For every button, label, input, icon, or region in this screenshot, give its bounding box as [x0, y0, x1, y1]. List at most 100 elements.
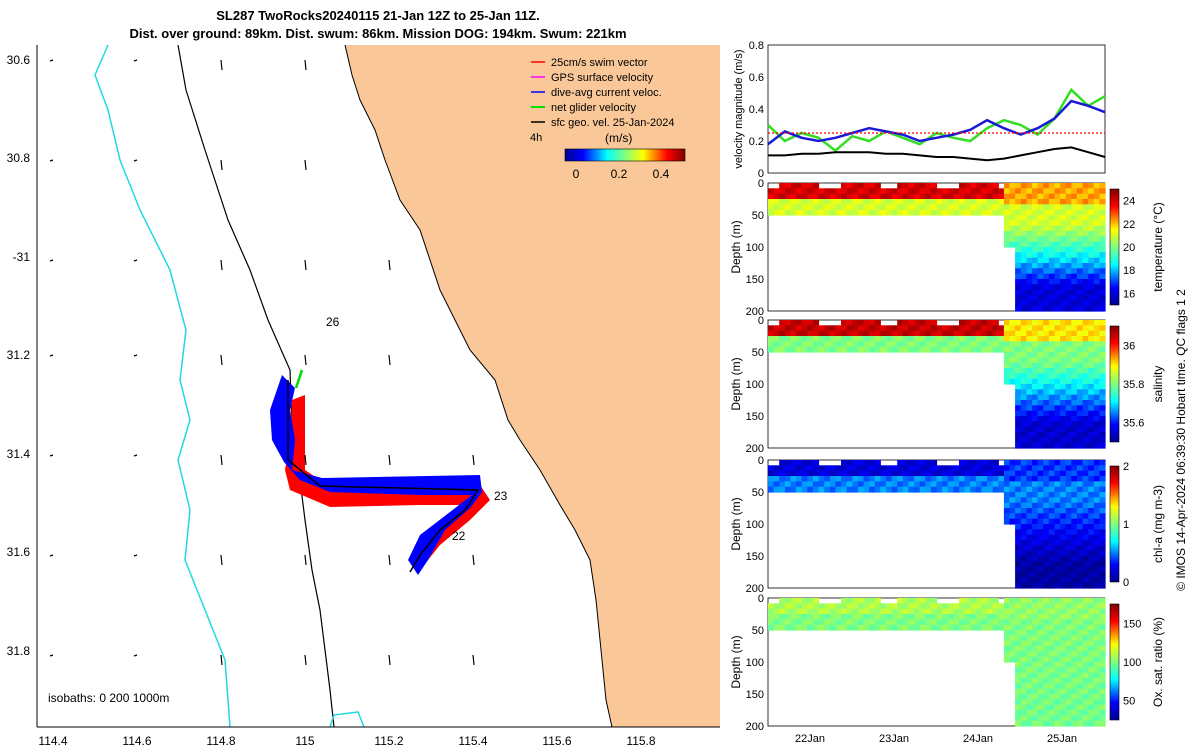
section-cell — [1076, 183, 1084, 189]
section-cell — [863, 336, 870, 342]
section-cell — [1048, 432, 1055, 438]
section-cell — [790, 598, 797, 604]
section-cell — [992, 460, 999, 466]
section-cell — [829, 330, 836, 337]
section-cell — [902, 624, 909, 631]
section-cell — [1088, 651, 1095, 658]
geo-vector-arrow — [304, 654, 307, 666]
section-cell — [1060, 330, 1067, 337]
section-cell — [1020, 710, 1027, 716]
section-cell — [1009, 241, 1016, 248]
section-cell — [1048, 188, 1055, 195]
section-cell — [801, 608, 808, 615]
section-cell — [902, 336, 909, 342]
section-cell — [1054, 603, 1061, 610]
section-cell — [869, 486, 876, 493]
section-cell — [908, 188, 915, 195]
section-cell — [1048, 470, 1055, 477]
section-cell — [1093, 320, 1100, 326]
section-cell — [801, 346, 808, 353]
section-cell — [1037, 688, 1044, 695]
section-cell — [801, 183, 808, 189]
section-cell — [863, 346, 870, 353]
section-cell — [987, 341, 994, 348]
section-cell — [1060, 437, 1067, 444]
section-cell — [1054, 400, 1061, 406]
section-cell — [1093, 508, 1100, 514]
section-cell — [1043, 630, 1050, 636]
section-cell — [1026, 704, 1033, 711]
section-cell — [1003, 646, 1011, 652]
section-cell — [1060, 389, 1067, 396]
section-cell — [1026, 624, 1033, 631]
y-tick-label: 200 — [746, 583, 764, 595]
section-cell — [1076, 215, 1084, 221]
section-cell — [936, 608, 943, 615]
section-cell — [1060, 624, 1067, 631]
section-cell — [1076, 236, 1084, 243]
section-cell — [975, 476, 982, 482]
section-cell — [768, 481, 775, 488]
geo-vector-arrow — [220, 59, 223, 71]
section-cell — [891, 465, 898, 472]
section-cell — [1060, 470, 1067, 477]
section-cell — [1015, 608, 1022, 615]
section-cell — [1060, 204, 1067, 211]
section-cell — [1020, 619, 1027, 626]
section-cell — [925, 209, 932, 216]
section-cell — [824, 199, 831, 205]
section-cell — [1026, 651, 1033, 658]
section-cell — [975, 209, 982, 216]
section-cell — [891, 603, 898, 610]
section-cell — [914, 476, 921, 482]
section-cell — [1009, 492, 1016, 498]
section-cell — [1026, 635, 1033, 642]
section-cell — [1093, 421, 1100, 428]
section-cell — [812, 619, 820, 626]
section-cell — [1003, 460, 1011, 466]
section-cell — [1071, 405, 1078, 412]
section-cell — [1020, 486, 1027, 493]
section-cell — [1076, 410, 1084, 417]
section-cell — [1054, 470, 1061, 477]
section-cell — [981, 193, 988, 200]
section-cell — [818, 470, 825, 477]
section-cell — [930, 608, 938, 615]
section-cell — [1054, 529, 1061, 536]
section-cell — [897, 614, 904, 620]
section-cell — [1048, 497, 1055, 504]
section-cell — [1026, 305, 1033, 312]
section-cell — [1026, 518, 1033, 525]
section-cell — [1093, 640, 1100, 647]
section-cell — [1043, 556, 1050, 562]
section-cell — [908, 598, 915, 604]
section-cell — [1020, 346, 1027, 353]
section-cell — [1076, 513, 1084, 520]
section-cell — [812, 209, 820, 216]
section-cell — [1026, 284, 1033, 291]
section-cell — [1088, 273, 1095, 280]
section-cell — [1043, 204, 1050, 211]
section-cell — [1060, 550, 1067, 557]
section-cell — [1020, 694, 1027, 700]
section-cell — [959, 325, 966, 332]
section-cell — [992, 465, 999, 472]
section-cell — [1060, 502, 1067, 509]
section-cell — [1076, 508, 1084, 514]
section-cell — [1093, 486, 1100, 493]
section-cell — [818, 346, 825, 353]
section-cell — [880, 341, 887, 348]
section-cell — [1060, 508, 1067, 514]
velocity-y-label: velocity magnitude (m/s) — [733, 49, 745, 168]
geo-vector-arrow — [133, 159, 138, 162]
section-cell — [1009, 346, 1016, 353]
geo-vector-arrow — [49, 554, 54, 557]
section-cell — [897, 325, 904, 332]
section-cell — [998, 336, 1005, 342]
section-cell — [835, 481, 842, 488]
section-cell — [1043, 378, 1050, 385]
geo-vector-arrow — [49, 259, 54, 262]
section-cell — [953, 614, 960, 620]
section-cell — [1026, 524, 1033, 530]
section-cell — [1020, 561, 1027, 568]
